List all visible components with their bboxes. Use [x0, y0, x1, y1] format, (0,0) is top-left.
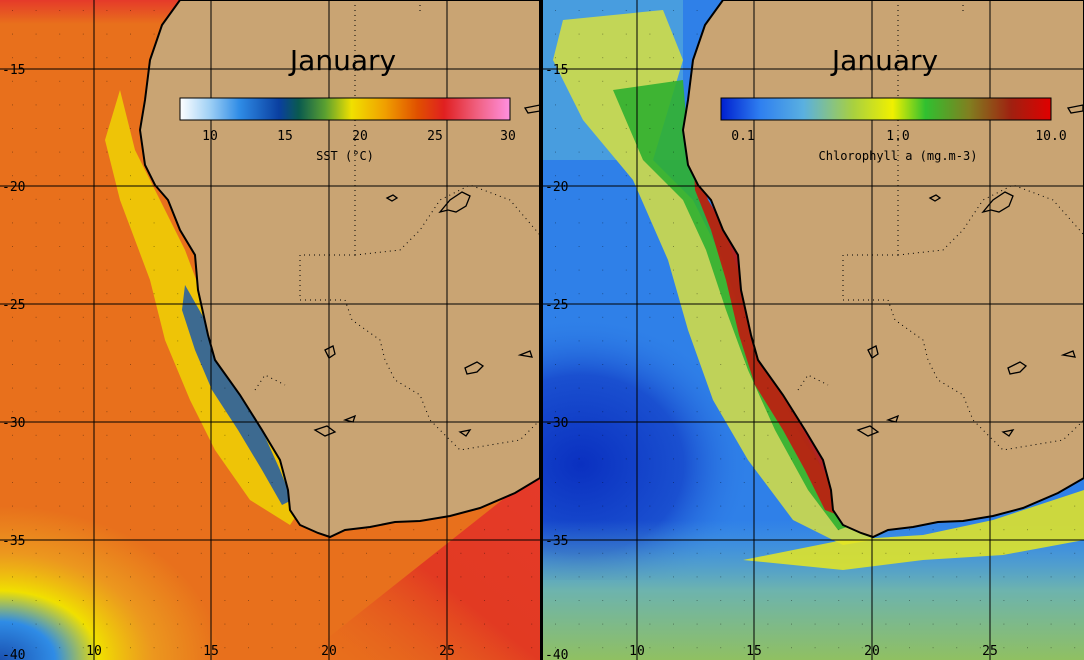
chl-tick: 1.0: [886, 129, 909, 144]
sst-tick: 20: [352, 129, 368, 144]
chl-colorbar-ticks: 0.1 1.0 10.0: [731, 129, 1066, 144]
chlorophyll-map: January 0.1 1.0 10.0 Chlorophyll a (mg.m…: [543, 0, 1084, 660]
sst-lat-lon-grid: [0, 0, 540, 660]
chl-agulhas-bank: [743, 490, 1084, 570]
chlorophyll-map-panel: January 0.1 1.0 10.0 Chlorophyll a (mg.m…: [543, 0, 1084, 660]
lon-label: 20: [321, 644, 337, 659]
sst-lon-labels: 10 15 20 25: [86, 644, 455, 659]
lat-label: -15: [545, 63, 568, 78]
lat-label: -35: [2, 534, 25, 549]
lon-label: 15: [746, 644, 762, 659]
sst-map: January 10 15 20 25 30 SST (°C) -15 -20 …: [0, 0, 540, 660]
sst-tick: 15: [277, 129, 293, 144]
chl-lon-labels: 10 15 20 25: [629, 644, 998, 659]
lat-label: -25: [2, 298, 25, 313]
sst-tick: 25: [427, 129, 443, 144]
lat-label: -30: [545, 416, 568, 431]
sst-colorbar-ticks: 10 15 20 25 30: [202, 129, 516, 144]
chl-colorbar-label: Chlorophyll a (mg.m-3): [819, 149, 978, 163]
sst-tick: 30: [500, 129, 516, 144]
lat-label: -20: [545, 180, 568, 195]
sst-borders: [254, 0, 540, 451]
lon-label: 20: [864, 644, 880, 659]
chl-month-title: January: [830, 44, 938, 77]
chl-colorbar: [720, 97, 1052, 121]
sst-land: [138, 0, 540, 539]
sst-map-panel: January 10 15 20 25 30 SST (°C) -15 -20 …: [0, 0, 540, 660]
chl-inland-lakes: [856, 104, 1084, 437]
lat-label: -30: [2, 416, 25, 431]
chl-tick: 10.0: [1035, 129, 1066, 144]
sst-inland-lakes: [313, 104, 540, 437]
lon-label: 25: [982, 644, 998, 659]
chl-borders: [797, 0, 1084, 451]
lat-label: -40: [2, 648, 25, 660]
sst-tick: 10: [202, 129, 218, 144]
chl-tick: 0.1: [731, 129, 754, 144]
panel-divider: [540, 0, 543, 660]
lat-label: -20: [2, 180, 25, 195]
sst-colorbar-label: SST (°C): [316, 149, 374, 163]
lon-label: 15: [203, 644, 219, 659]
lat-label: -15: [2, 63, 25, 78]
lon-label: 10: [629, 644, 645, 659]
sst-agulhas-warm: [300, 470, 540, 660]
lon-label: 25: [439, 644, 455, 659]
chl-yellow-band: [553, 10, 873, 545]
lat-label: -40: [545, 648, 568, 660]
lat-label: -25: [545, 298, 568, 313]
sst-lat-labels: -15 -20 -25 -30 -35 -40: [2, 63, 25, 660]
lat-label: -35: [545, 534, 568, 549]
lon-label: 10: [86, 644, 102, 659]
chl-lat-labels: -15 -20 -25 -30 -35 -40: [545, 63, 568, 660]
chl-land: [681, 0, 1084, 539]
sst-colorbar: [179, 97, 511, 121]
sst-month-title: January: [288, 44, 396, 77]
